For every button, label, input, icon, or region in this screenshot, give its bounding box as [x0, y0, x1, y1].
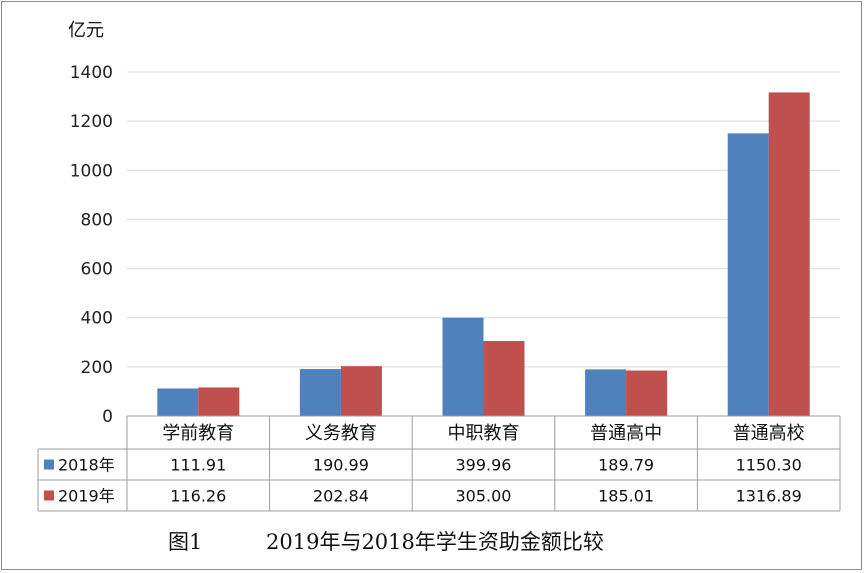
bar-s1-4 [727, 133, 769, 416]
bar-s2-3 [626, 370, 668, 416]
y-tick-label: 1200 [70, 112, 113, 132]
bar-s1-1 [299, 369, 341, 416]
y-tick-label: 200 [81, 358, 113, 378]
bar-s2-1 [340, 366, 382, 416]
x-category-label: 义务教育 [305, 423, 377, 444]
bar-s2-4 [768, 92, 810, 416]
x-category-label: 普通高中 [590, 423, 662, 444]
data-table-cell: 202.84 [313, 487, 369, 506]
data-table-cell: 116.26 [170, 487, 226, 506]
x-category-label: 中职教育 [448, 423, 520, 444]
bar-s1-0 [157, 388, 199, 416]
legend-key-s2 [44, 490, 54, 501]
y-tick-label: 0 [102, 407, 113, 427]
bar-s2-0 [198, 387, 240, 416]
caption-title: 2019年与2018年学生资助金额比较 [266, 530, 604, 554]
legend-label: 2019年 [58, 487, 115, 506]
data-table-cell: 1150.30 [736, 456, 802, 475]
y-tick-label: 1000 [70, 161, 113, 181]
data-table-cell: 185.01 [598, 487, 654, 506]
y-axis-unit-label: 亿元 [68, 20, 104, 41]
caption-figure-number: 图1 [168, 530, 203, 554]
data-table-cell: 399.96 [456, 456, 512, 475]
legend-key-s1 [44, 459, 54, 470]
data-table-cell: 111.91 [170, 456, 226, 475]
data-table-cell: 1316.89 [736, 487, 802, 506]
y-tick-label: 600 [81, 260, 113, 280]
bar-s1-2 [442, 317, 484, 416]
legend-label: 2018年 [58, 456, 115, 475]
x-category-label: 学前教育 [162, 423, 234, 444]
data-table-cell: 189.79 [598, 456, 654, 475]
bar-s2-2 [483, 341, 525, 416]
bar-s1-3 [585, 369, 627, 416]
figure-caption: 图1 2019年与2018年学生资助金额比较 [0, 526, 865, 560]
data-table-cell: 305.00 [456, 487, 512, 506]
y-tick-label: 1400 [70, 63, 113, 83]
x-category-label: 普通高校 [733, 423, 805, 444]
y-tick-label: 800 [81, 210, 113, 230]
y-tick-label: 400 [81, 309, 113, 329]
data-table-cell: 190.99 [313, 456, 369, 475]
